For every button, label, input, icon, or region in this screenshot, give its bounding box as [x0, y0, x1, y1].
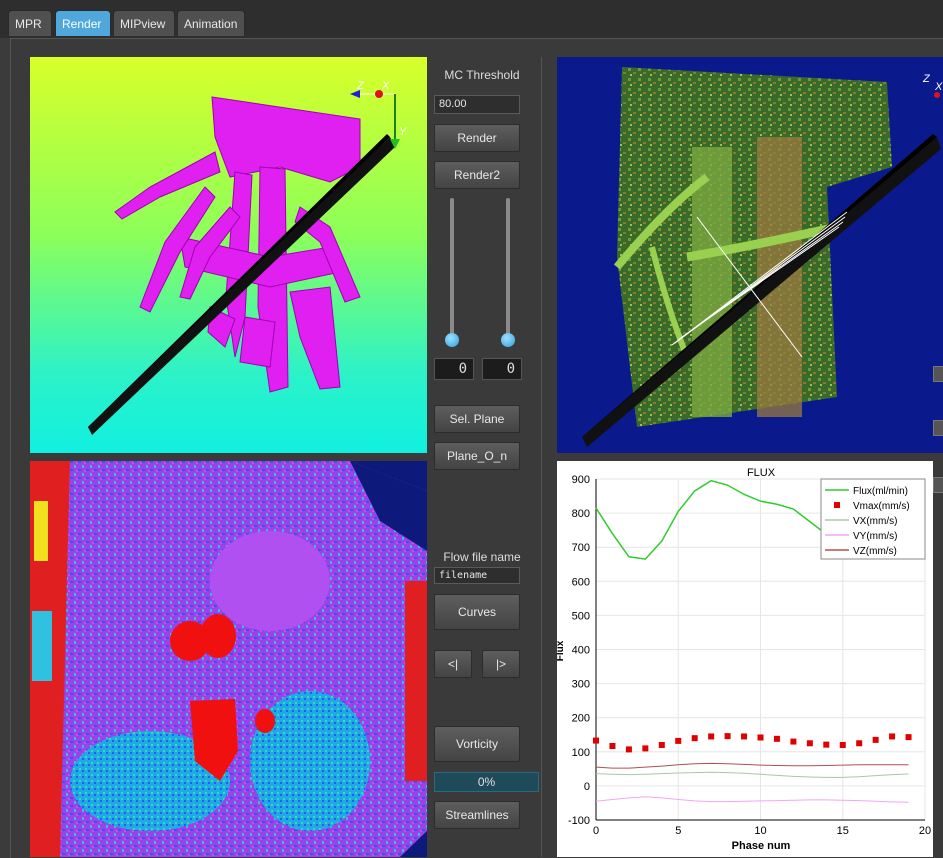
streamline-mesh [671, 211, 848, 358]
axis-z-label: Z [356, 80, 365, 92]
y-tick-label: 400 [572, 645, 590, 657]
volume-axis-z-label: Z [922, 73, 931, 85]
mc-threshold-input[interactable]: 80.00 [434, 95, 520, 114]
y-tick-label: 800 [572, 508, 590, 520]
x-tick-label: 5 [675, 825, 681, 837]
x-tick-label: 0 [593, 825, 599, 837]
flow-file-label: Flow file name [443, 550, 521, 564]
tab-bar: MPR Render MIPview Animation [0, 0, 943, 38]
side-handle-2[interactable] [933, 420, 943, 436]
sel-plane-button[interactable]: Sel. Plane [434, 405, 520, 433]
series-line-vx [595, 771, 909, 778]
tab-mpr[interactable]: MPR [8, 10, 52, 36]
vorticity-button[interactable]: Vorticity [434, 726, 520, 762]
vmax-point [642, 745, 649, 752]
y-tick-label: 700 [572, 542, 590, 554]
vmax-point [839, 741, 846, 748]
plane-on-button[interactable]: Plane_O_n [434, 442, 520, 470]
tab-render[interactable]: Render [55, 10, 111, 36]
y-tick-label: 900 [572, 474, 590, 486]
prev-phase-button[interactable]: <| [434, 650, 472, 678]
vmax-point [773, 735, 780, 742]
volume-render: Z X [582, 67, 943, 447]
render2-button[interactable]: Render2 [434, 161, 520, 189]
flux-chart-panel: -100 0 100 200 300 400 500 600 700 800 900 0 5 10 15 20… [557, 461, 933, 857]
y-tick-label: -100 [568, 815, 590, 827]
axis-y-label: Y [399, 126, 407, 138]
tab-animation[interactable]: Animation [177, 10, 245, 36]
y-tick-label: 200 [572, 713, 590, 725]
mc-threshold-label: MC Threshold [444, 68, 520, 82]
y-tick-label: 0 [584, 781, 590, 793]
curves-button[interactable]: Curves [434, 594, 520, 630]
chart-title: FLUX [747, 467, 776, 479]
threshold-slider-right[interactable] [506, 198, 510, 343]
legend-label: Vmax(mm/s) [853, 501, 910, 512]
legend-label: Flux(ml/min) [853, 486, 908, 497]
vmax-point [806, 740, 813, 747]
vmax-point [741, 733, 748, 740]
slider-left-handle[interactable] [445, 333, 459, 347]
y-tick-label: 500 [572, 610, 590, 622]
slider-right-value: 0 [482, 358, 522, 380]
vessel-surface-render: Z X Y [88, 80, 407, 435]
vmax-point [724, 733, 731, 740]
threshold-slider-left[interactable] [450, 198, 454, 343]
vmax-point [625, 746, 632, 753]
vmax-point [593, 737, 599, 744]
vmax-point [757, 734, 764, 741]
volume-render-view[interactable]: Z X [557, 57, 943, 453]
render-button[interactable]: Render [434, 124, 520, 152]
slider-left-value: 0 [434, 358, 474, 380]
vmax-point [691, 735, 698, 742]
vmax-point [905, 734, 912, 741]
x-tick-label: 10 [754, 825, 766, 837]
streamlines-button[interactable]: Streamlines [434, 801, 520, 829]
side-handle-1[interactable] [933, 366, 943, 382]
flow-file-input[interactable]: filename [434, 567, 520, 584]
vmax-point [675, 737, 682, 744]
phase-contrast-slice [30, 461, 427, 857]
y-tick-label: 600 [572, 576, 590, 588]
vmax-point [856, 740, 863, 747]
vmax-point [872, 736, 879, 743]
x-axis-label: Phase num [732, 840, 791, 852]
series-line-vy [595, 796, 909, 803]
vmax-point [790, 738, 797, 745]
series-line-vz [595, 762, 909, 769]
legend-box [820, 478, 926, 560]
vmax-point [708, 733, 715, 740]
next-phase-button[interactable]: |> [482, 650, 520, 678]
y-tick-label: 300 [572, 679, 590, 691]
volume-axis-x-label: X [934, 81, 943, 93]
legend-label: VY(mm/s) [853, 531, 897, 542]
volume-axis-marker [934, 92, 940, 98]
legend-label: VX(mm/s) [853, 516, 897, 527]
y-tick-label: 100 [572, 747, 590, 759]
x-tick-label: 15 [837, 825, 849, 837]
panel-divider [541, 57, 542, 857]
slider-right-handle[interactable] [501, 333, 515, 347]
progress-bar: 0% [434, 772, 539, 792]
x-tick-label: 20 [919, 825, 931, 837]
vmax-point [889, 733, 896, 740]
side-handle-3[interactable] [933, 477, 943, 493]
vmax-point [609, 743, 616, 750]
orientation-axes [350, 90, 400, 149]
tab-mipview[interactable]: MIPview [113, 10, 175, 36]
vmax-point [823, 741, 830, 748]
surface-render-view[interactable]: Z X Y [30, 57, 427, 453]
axis-x-label: X [381, 80, 390, 92]
vmax-point [658, 741, 665, 748]
slice-view[interactable] [30, 461, 427, 857]
legend-label: VZ(mm/s) [853, 546, 897, 557]
progress-text: 0% [477, 775, 496, 789]
legend-marker [834, 502, 840, 508]
y-axis-label: Flux [557, 640, 566, 661]
